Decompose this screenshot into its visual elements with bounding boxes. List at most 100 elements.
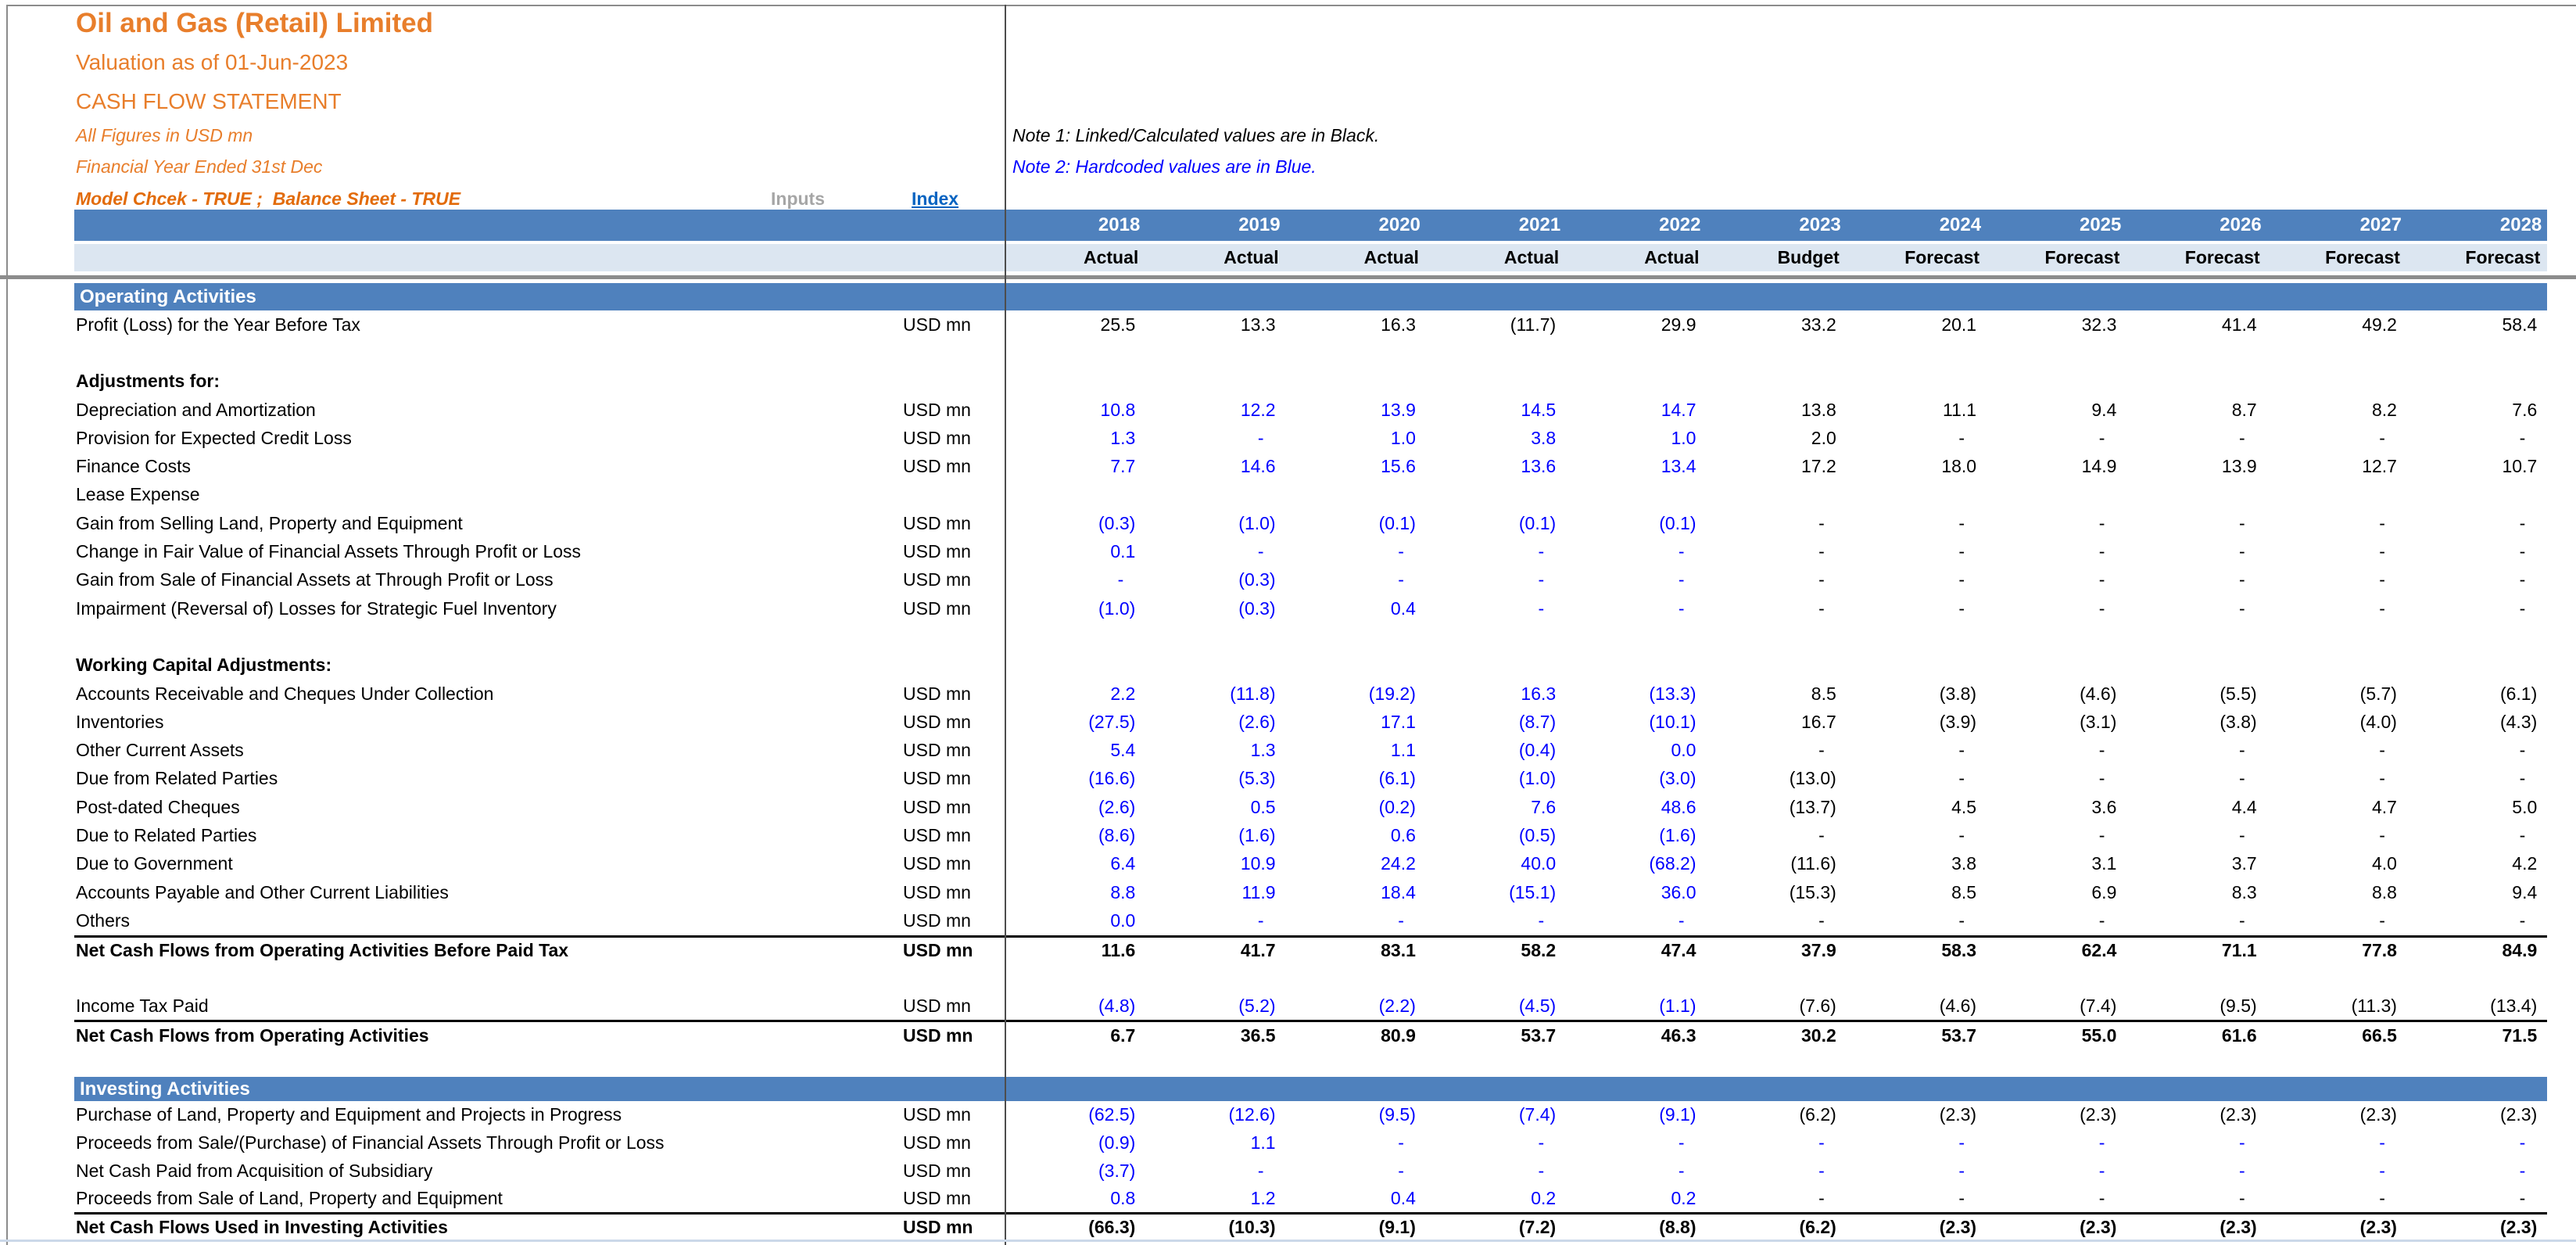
row-label[interactable]: Proceeds from Sale of Land, Property and…: [76, 1188, 503, 1209]
value-cell[interactable]: (3.8): [2220, 711, 2257, 732]
value-cell[interactable]: -: [2098, 910, 2105, 931]
value-cell[interactable]: (6.1): [2499, 683, 2538, 704]
value-cell[interactable]: 0.0: [1671, 740, 1696, 761]
value-cell[interactable]: 4.4: [2231, 796, 2257, 817]
value-cell[interactable]: -: [1398, 1160, 1404, 1181]
value-cell[interactable]: -: [1818, 740, 1825, 761]
value-cell[interactable]: (11.6): [1790, 853, 1836, 874]
value-cell[interactable]: 14.9: [2081, 456, 2117, 477]
year-header-cell[interactable]: 2022: [1659, 214, 1701, 235]
value-cell[interactable]: 3.7: [2231, 853, 2257, 874]
value-cell[interactable]: (2.3): [1939, 1217, 1977, 1238]
value-cell[interactable]: (0.3): [1098, 512, 1136, 533]
value-cell[interactable]: 8.3: [2231, 881, 2257, 902]
value-cell[interactable]: 8.8: [1110, 881, 1136, 902]
value-cell[interactable]: 1.2: [1250, 1188, 1276, 1209]
value-cell[interactable]: -: [1958, 768, 1965, 789]
value-cell[interactable]: -: [2379, 740, 2385, 761]
value-cell[interactable]: 14.7: [1661, 399, 1696, 420]
row-unit[interactable]: USD mn: [903, 796, 971, 817]
value-cell[interactable]: (2.3): [2499, 1217, 2538, 1238]
value-cell[interactable]: (2.3): [2080, 1217, 2117, 1238]
value-cell[interactable]: 8.5: [1951, 881, 1977, 902]
value-cell[interactable]: -: [2379, 1132, 2385, 1153]
value-cell[interactable]: (6.2): [1799, 1104, 1836, 1125]
value-cell[interactable]: -: [1117, 569, 1124, 590]
row-label[interactable]: Working Capital Adjustments:: [76, 655, 332, 676]
value-cell[interactable]: 71.1: [2221, 939, 2257, 960]
value-cell[interactable]: 80.9: [1381, 1024, 1416, 1046]
value-cell[interactable]: -: [1678, 597, 1685, 619]
value-cell[interactable]: (7.4): [1518, 1104, 1557, 1125]
value-cell[interactable]: 10.7: [2502, 456, 2538, 477]
value-cell[interactable]: (4.0): [2359, 711, 2397, 732]
value-cell[interactable]: 4.0: [2371, 853, 2397, 874]
value-cell[interactable]: (5.5): [2220, 683, 2257, 704]
value-cell[interactable]: (11.8): [1230, 683, 1276, 704]
value-cell[interactable]: -: [2239, 740, 2245, 761]
value-cell[interactable]: 58.4: [2502, 314, 2538, 335]
value-cell[interactable]: -: [1257, 541, 1264, 562]
value-cell[interactable]: -: [2519, 597, 2526, 619]
row-unit[interactable]: USD mn: [903, 1188, 971, 1209]
row-unit[interactable]: USD mn: [903, 399, 971, 420]
value-cell[interactable]: (7.2): [1518, 1217, 1557, 1238]
value-cell[interactable]: 1.1: [1390, 740, 1416, 761]
value-cell[interactable]: (2.3): [2080, 1104, 2117, 1125]
value-cell[interactable]: 53.7: [1941, 1024, 1977, 1046]
value-cell[interactable]: 29.9: [1661, 314, 1696, 335]
value-cell[interactable]: 12.7: [2362, 456, 2397, 477]
row-label[interactable]: Profit (Loss) for the Year Before Tax: [76, 314, 360, 335]
row-label[interactable]: Due from Related Parties: [76, 768, 278, 789]
value-cell[interactable]: -: [2519, 1160, 2526, 1181]
value-cell[interactable]: -: [2239, 1132, 2245, 1153]
value-cell[interactable]: (9.5): [1378, 1104, 1416, 1125]
value-cell[interactable]: -: [1257, 1160, 1264, 1181]
value-cell[interactable]: 3.8: [1531, 427, 1557, 448]
value-cell[interactable]: -: [2239, 541, 2245, 562]
row-unit[interactable]: USD mn: [903, 824, 971, 845]
value-cell[interactable]: 11.6: [1101, 939, 1136, 960]
value-cell[interactable]: -: [2098, 427, 2105, 448]
value-cell[interactable]: -: [1818, 824, 1825, 845]
row-unit[interactable]: USD mn: [903, 597, 971, 619]
value-cell[interactable]: (13.0): [1789, 768, 1836, 789]
value-cell[interactable]: 2.0: [1811, 427, 1836, 448]
value-cell[interactable]: -: [2239, 768, 2245, 789]
value-cell[interactable]: -: [1958, 1188, 1965, 1209]
value-cell[interactable]: -: [1398, 541, 1404, 562]
value-cell[interactable]: -: [1257, 910, 1264, 931]
row-unit[interactable]: USD mn: [903, 711, 971, 732]
value-cell[interactable]: -: [2098, 569, 2105, 590]
value-cell[interactable]: (1.6): [1238, 824, 1276, 845]
year-header-cell[interactable]: 2025: [2079, 214, 2122, 235]
value-cell[interactable]: -: [2098, 768, 2105, 789]
row-label[interactable]: Due to Related Parties: [76, 824, 257, 845]
value-cell[interactable]: 1.3: [1250, 740, 1276, 761]
value-cell[interactable]: 30.2: [1801, 1024, 1836, 1046]
value-cell[interactable]: -: [1398, 569, 1404, 590]
value-cell[interactable]: (1.6): [1659, 824, 1696, 845]
value-cell[interactable]: 62.4: [2081, 939, 2117, 960]
value-cell[interactable]: (11.3): [2351, 995, 2397, 1016]
value-cell[interactable]: 7.7: [1110, 456, 1136, 477]
value-cell[interactable]: -: [1538, 1132, 1545, 1153]
value-cell[interactable]: 83.1: [1381, 939, 1416, 960]
value-cell[interactable]: 16.3: [1381, 314, 1416, 335]
value-cell[interactable]: -: [1818, 1132, 1825, 1153]
value-cell[interactable]: -: [1818, 569, 1825, 590]
value-cell[interactable]: -: [1958, 512, 1965, 533]
value-cell[interactable]: -: [2519, 1188, 2526, 1209]
value-cell[interactable]: -: [2519, 910, 2526, 931]
status-header-cell[interactable]: Actual: [1084, 247, 1139, 267]
value-cell[interactable]: (2.6): [1098, 796, 1136, 817]
value-cell[interactable]: -: [2519, 512, 2526, 533]
row-unit[interactable]: USD mn: [903, 683, 971, 704]
section-title[interactable]: Operating Activities: [80, 286, 256, 307]
row-unit[interactable]: USD mn: [903, 1104, 971, 1125]
status-header-cell[interactable]: Actual: [1644, 247, 1700, 267]
value-cell[interactable]: -: [2239, 512, 2245, 533]
status-header-cell[interactable]: Budget: [1777, 247, 1840, 267]
value-cell[interactable]: (19.2): [1368, 683, 1416, 704]
value-cell[interactable]: (10.1): [1649, 711, 1696, 732]
